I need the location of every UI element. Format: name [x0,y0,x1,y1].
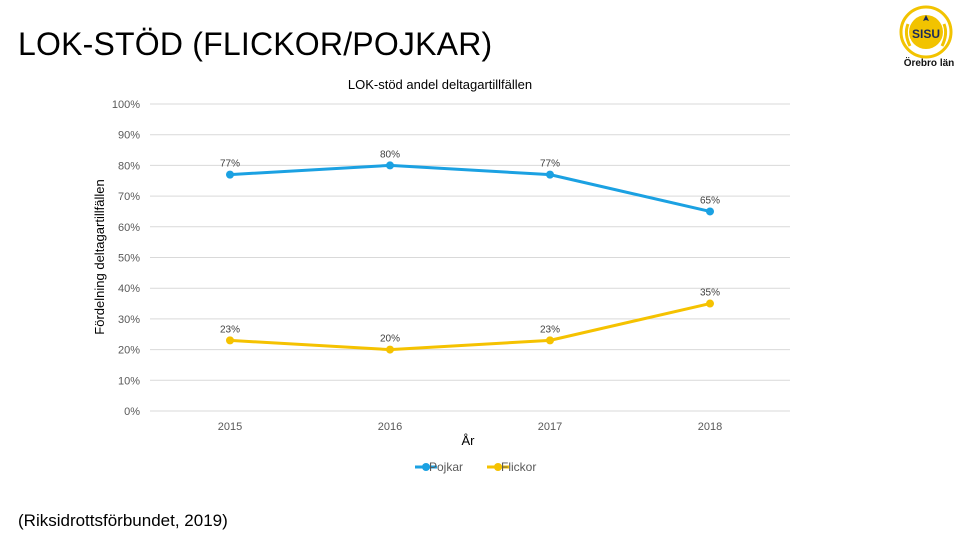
data-label: 35% [700,288,720,299]
y-tick-label: 0% [124,406,140,418]
data-point [706,207,714,216]
data-label: 80% [380,149,400,160]
x-tick-label: 2015 [218,421,242,433]
legend-marker [422,463,430,471]
slide-title: LOK-STÖD (FLICKOR/POJKAR) [18,26,493,62]
y-tick-label: 100% [112,99,140,111]
data-point [386,161,394,170]
data-point [226,336,234,345]
data-point [386,345,394,354]
legend-item-pojkar: Pojkar [415,460,463,474]
data-point [226,170,234,179]
data-label: 77% [220,159,240,170]
data-point [546,170,554,179]
source-citation: (Riksidrottsförbundet, 2019) [18,511,228,530]
data-label: 77% [540,159,560,170]
y-tick-label: 30% [118,314,140,326]
y-tick-label: 70% [118,191,140,203]
x-tick-label: 2018 [698,421,722,433]
series-flickor: 23% 20% 23% 35% [220,288,720,354]
data-label: 23% [220,324,240,335]
chart-title: LOK-stöd andel deltagartillfällen [348,77,532,92]
logo-badge-text: SISU [912,27,940,41]
data-point [546,336,554,345]
data-label: 65% [700,195,720,206]
y-tick-label: 90% [118,130,140,142]
sisu-logo-icon: SISU [899,5,953,59]
data-point [706,299,714,308]
legend-label: Pojkar [429,460,463,474]
logo-region-text: Örebro län [903,58,955,69]
series-line-flickor [229,302,711,352]
legend-label: Flickor [501,460,536,474]
y-tick-label: 20% [118,345,140,357]
x-tick-label: 2017 [538,421,562,433]
series-pojkar: 77% 80% 77% 65% [220,149,720,216]
y-axis-title: Fördelning deltagartillfällen [92,179,107,334]
x-axis-title: År [462,433,476,448]
y-tick-label: 10% [118,375,140,387]
data-label: 23% [540,324,560,335]
y-tick-label: 60% [118,222,140,234]
legend-item-flickor: Flickor [487,460,536,474]
x-tick-label: 2016 [378,421,402,433]
series-line-pojkar [229,163,711,213]
legend-marker [494,463,502,471]
y-tick-label: 40% [118,283,140,295]
y-tick-label: 50% [118,253,140,265]
y-tick-label: 80% [118,160,140,172]
data-label: 20% [380,334,400,345]
line-chart: LOK-stöd andel deltagartillfällen Fördel… [92,77,790,474]
